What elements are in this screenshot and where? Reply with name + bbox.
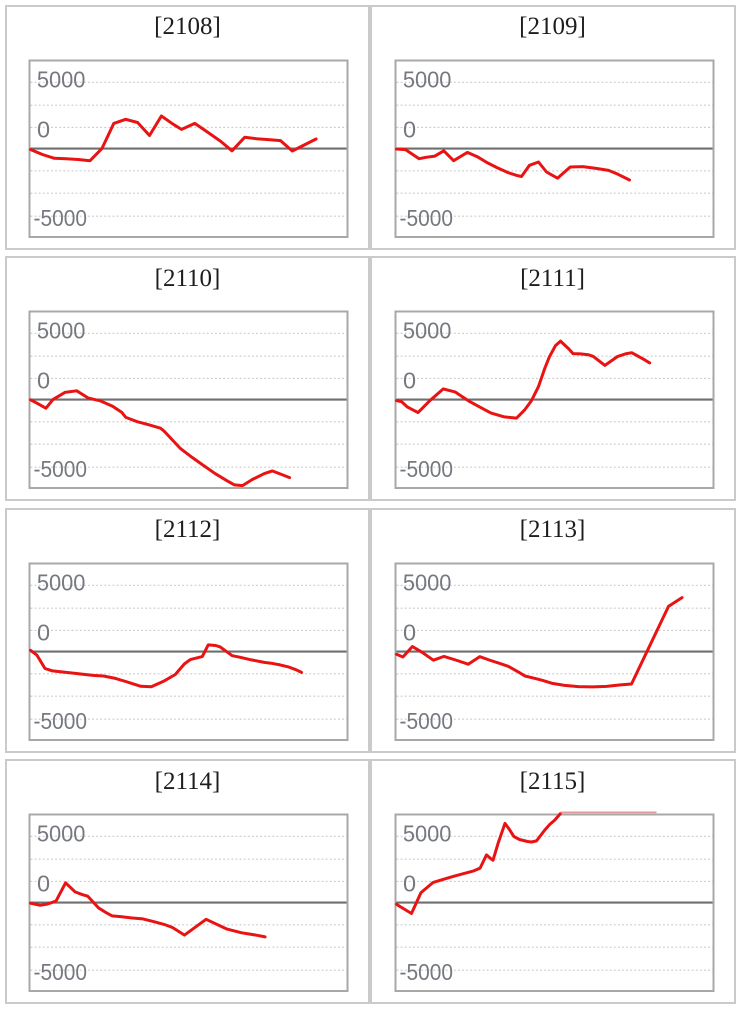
svg-text:-5000: -5000: [399, 456, 453, 482]
svg-text:0: 0: [37, 620, 50, 646]
svg-text:-5000: -5000: [33, 456, 87, 482]
svg-text:0: 0: [37, 117, 50, 143]
svg-text:-5000: -5000: [33, 959, 87, 985]
svg-text:5000: 5000: [36, 67, 85, 93]
svg-text:-5000: -5000: [399, 205, 453, 231]
svg-text:-5000: -5000: [399, 708, 453, 734]
svg-text:0: 0: [37, 871, 50, 897]
svg-text:0: 0: [37, 368, 50, 394]
svg-text:5000: 5000: [402, 821, 451, 847]
svg-text:5000: 5000: [36, 318, 85, 344]
svg-text:5000: 5000: [402, 570, 451, 596]
svg-text:5000: 5000: [36, 570, 85, 596]
svg-text:0: 0: [403, 117, 416, 143]
svg-text:0: 0: [403, 871, 416, 897]
svg-text:0: 0: [403, 620, 416, 646]
svg-text:5000: 5000: [36, 821, 85, 847]
svg-text:5000: 5000: [402, 67, 451, 93]
svg-text:0: 0: [403, 368, 416, 394]
svg-text:-5000: -5000: [399, 959, 453, 985]
svg-text:5000: 5000: [402, 318, 451, 344]
svg-text:-5000: -5000: [33, 708, 87, 734]
svg-text:-5000: -5000: [33, 205, 87, 231]
